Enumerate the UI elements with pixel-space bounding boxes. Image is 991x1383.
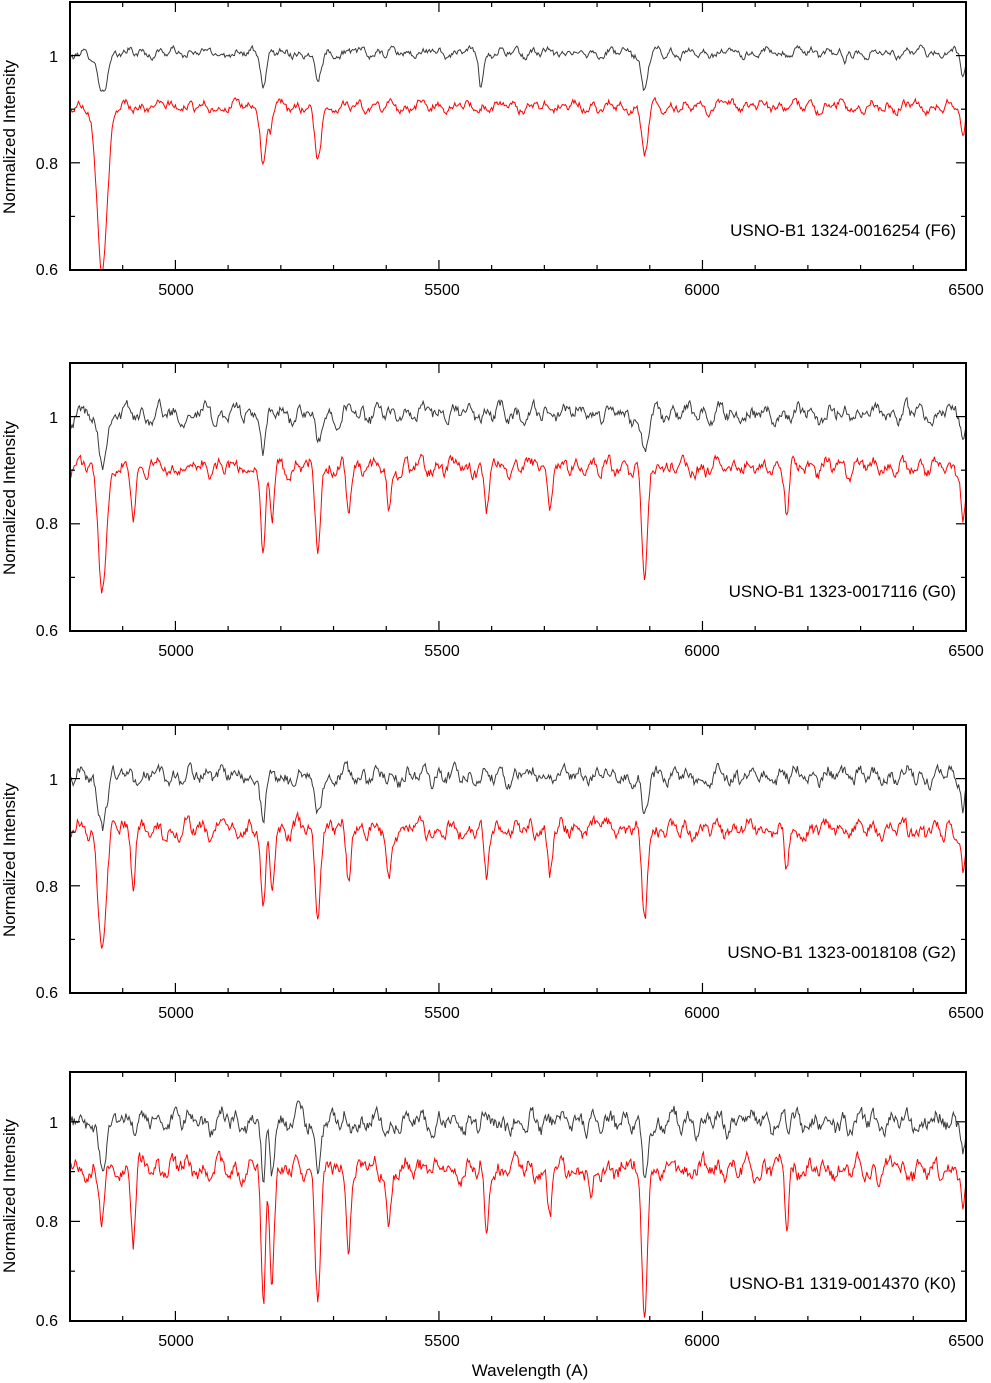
panel-1-star-label: USNO-B1 1324-0016254 (F6) bbox=[730, 221, 956, 240]
panel-2: 0.6 0.8 1 5000 5500 6000 6500 Normalized… bbox=[0, 362, 984, 660]
panel-3-plot-area bbox=[69, 724, 967, 994]
panel-2-spectrum-line-2 bbox=[70, 453, 966, 594]
panel-4-xtick-label-0: 5000 bbox=[158, 1333, 194, 1350]
panel-1-ytick-label-0: 0.6 bbox=[36, 262, 58, 279]
panel-2-xtick-label-2: 6000 bbox=[684, 643, 720, 660]
panel-3-xtick-label-1: 5500 bbox=[424, 1005, 460, 1022]
panel-1-ytick-label-2: 1 bbox=[49, 49, 58, 66]
panel-3-ytick-label-0: 0.6 bbox=[36, 985, 58, 1002]
panel-2-xtick-label-1: 5500 bbox=[424, 643, 460, 660]
panel-1-ytick-label-1: 0.8 bbox=[36, 156, 58, 173]
panel-3-star-label: USNO-B1 1323-0018108 (G2) bbox=[727, 943, 956, 962]
panel-2-spectrum-line-1 bbox=[70, 396, 966, 471]
panel-1-xtick-label-3: 6500 bbox=[948, 282, 984, 299]
panel-4-spectrum-line-1 bbox=[70, 1100, 966, 1183]
panel-4-frame bbox=[69, 1071, 967, 1322]
panel-3-xtick-label-2: 6000 bbox=[684, 1005, 720, 1022]
panel-3-spectrum-line-2 bbox=[70, 810, 966, 949]
panel-3-ytick-label-1: 0.8 bbox=[36, 879, 58, 896]
panel-4: 0.6 0.8 1 5000 5500 6000 6500 Normalized… bbox=[0, 1071, 984, 1380]
panel-3-xtick-label-0: 5000 bbox=[158, 1005, 194, 1022]
panel-4-xtick-label-1: 5500 bbox=[424, 1333, 460, 1350]
panel-4-star-label: USNO-B1 1319-0014370 (K0) bbox=[729, 1274, 956, 1293]
panel-2-ytick-label-2: 1 bbox=[49, 410, 58, 427]
panel-4-ytick-label-2: 1 bbox=[49, 1115, 58, 1132]
panel-2-frame bbox=[69, 362, 967, 632]
panel-1-spectrum-line-1 bbox=[70, 44, 966, 92]
panel-2-xtick-label-0: 5000 bbox=[158, 643, 194, 660]
panel-4-y-axis-title: Normalized Intensity bbox=[0, 1119, 19, 1274]
panel-3-ytick-label-2: 1 bbox=[49, 772, 58, 789]
panel-1: 0.6 0.8 1 5000 5500 6000 6500 Normalized… bbox=[0, 1, 984, 299]
panel-1-xtick-label-1: 5500 bbox=[424, 282, 460, 299]
panel-4-ytick-label-0: 0.6 bbox=[36, 1313, 58, 1330]
panel-4-spectrum-line-2 bbox=[70, 1150, 966, 1318]
panel-2-y-axis-title: Normalized Intensity bbox=[0, 421, 19, 576]
panel-1-spectrum-line-2 bbox=[70, 96, 966, 270]
panel-2-xtick-label-3: 6500 bbox=[948, 643, 984, 660]
panel-1-xtick-label-2: 6000 bbox=[684, 282, 720, 299]
panel-4-plot-area bbox=[69, 1071, 967, 1322]
panel-3-xtick-label-3: 6500 bbox=[948, 1005, 984, 1022]
panel-3: 0.6 0.8 1 5000 5500 6000 6500 Normalized… bbox=[0, 724, 984, 1022]
panel-1-xtick-label-0: 5000 bbox=[158, 282, 194, 299]
panel-4-ytick-label-1: 0.8 bbox=[36, 1214, 58, 1231]
panel-1-y-axis-title: Normalized Intensity bbox=[0, 60, 19, 215]
panel-4-xtick-label-3: 6500 bbox=[948, 1333, 984, 1350]
panel-3-frame bbox=[69, 724, 967, 994]
x-axis-title: Wavelength (A) bbox=[472, 1361, 589, 1380]
panel-2-ytick-label-1: 0.8 bbox=[36, 516, 58, 533]
panel-1-frame bbox=[69, 1, 967, 271]
panel-2-plot-area bbox=[69, 362, 967, 632]
panel-3-y-axis-title: Normalized Intensity bbox=[0, 783, 19, 938]
panel-1-plot-area bbox=[69, 1, 967, 271]
panel-3-spectrum-line-1 bbox=[70, 760, 966, 831]
panel-2-star-label: USNO-B1 1323-0017116 (G0) bbox=[729, 582, 956, 601]
panel-2-ytick-label-0: 0.6 bbox=[36, 623, 58, 640]
panel-4-xtick-label-2: 6000 bbox=[684, 1333, 720, 1350]
